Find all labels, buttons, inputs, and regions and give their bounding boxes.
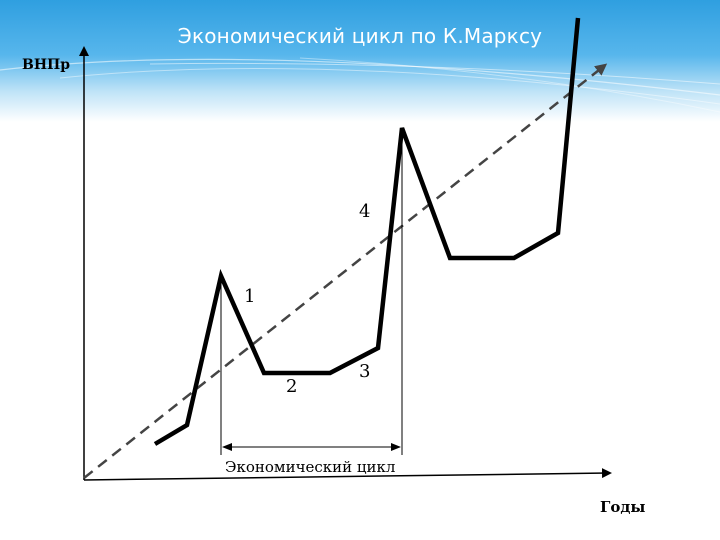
cycle-span-label: Экономический цикл [225, 458, 396, 476]
phase-marker-2: 2 [286, 376, 298, 397]
title-banner: Экономический цикл по К.Марксу [0, 0, 720, 122]
x-axis [83, 468, 612, 481]
gnp-curve [153, 17, 581, 446]
banner-swoosh-decoration [0, 57, 720, 113]
x-axis-label: Годы [600, 498, 646, 516]
phase-marker-3: 3 [359, 361, 371, 382]
phase-marker-1: 1 [244, 286, 256, 307]
slide-title: Экономический цикл по К.Марксу [177, 24, 543, 48]
trend-line-dashed [83, 63, 608, 479]
phase-marker-4: 4 [359, 201, 371, 222]
y-axis-label: ВНПр [22, 57, 71, 73]
